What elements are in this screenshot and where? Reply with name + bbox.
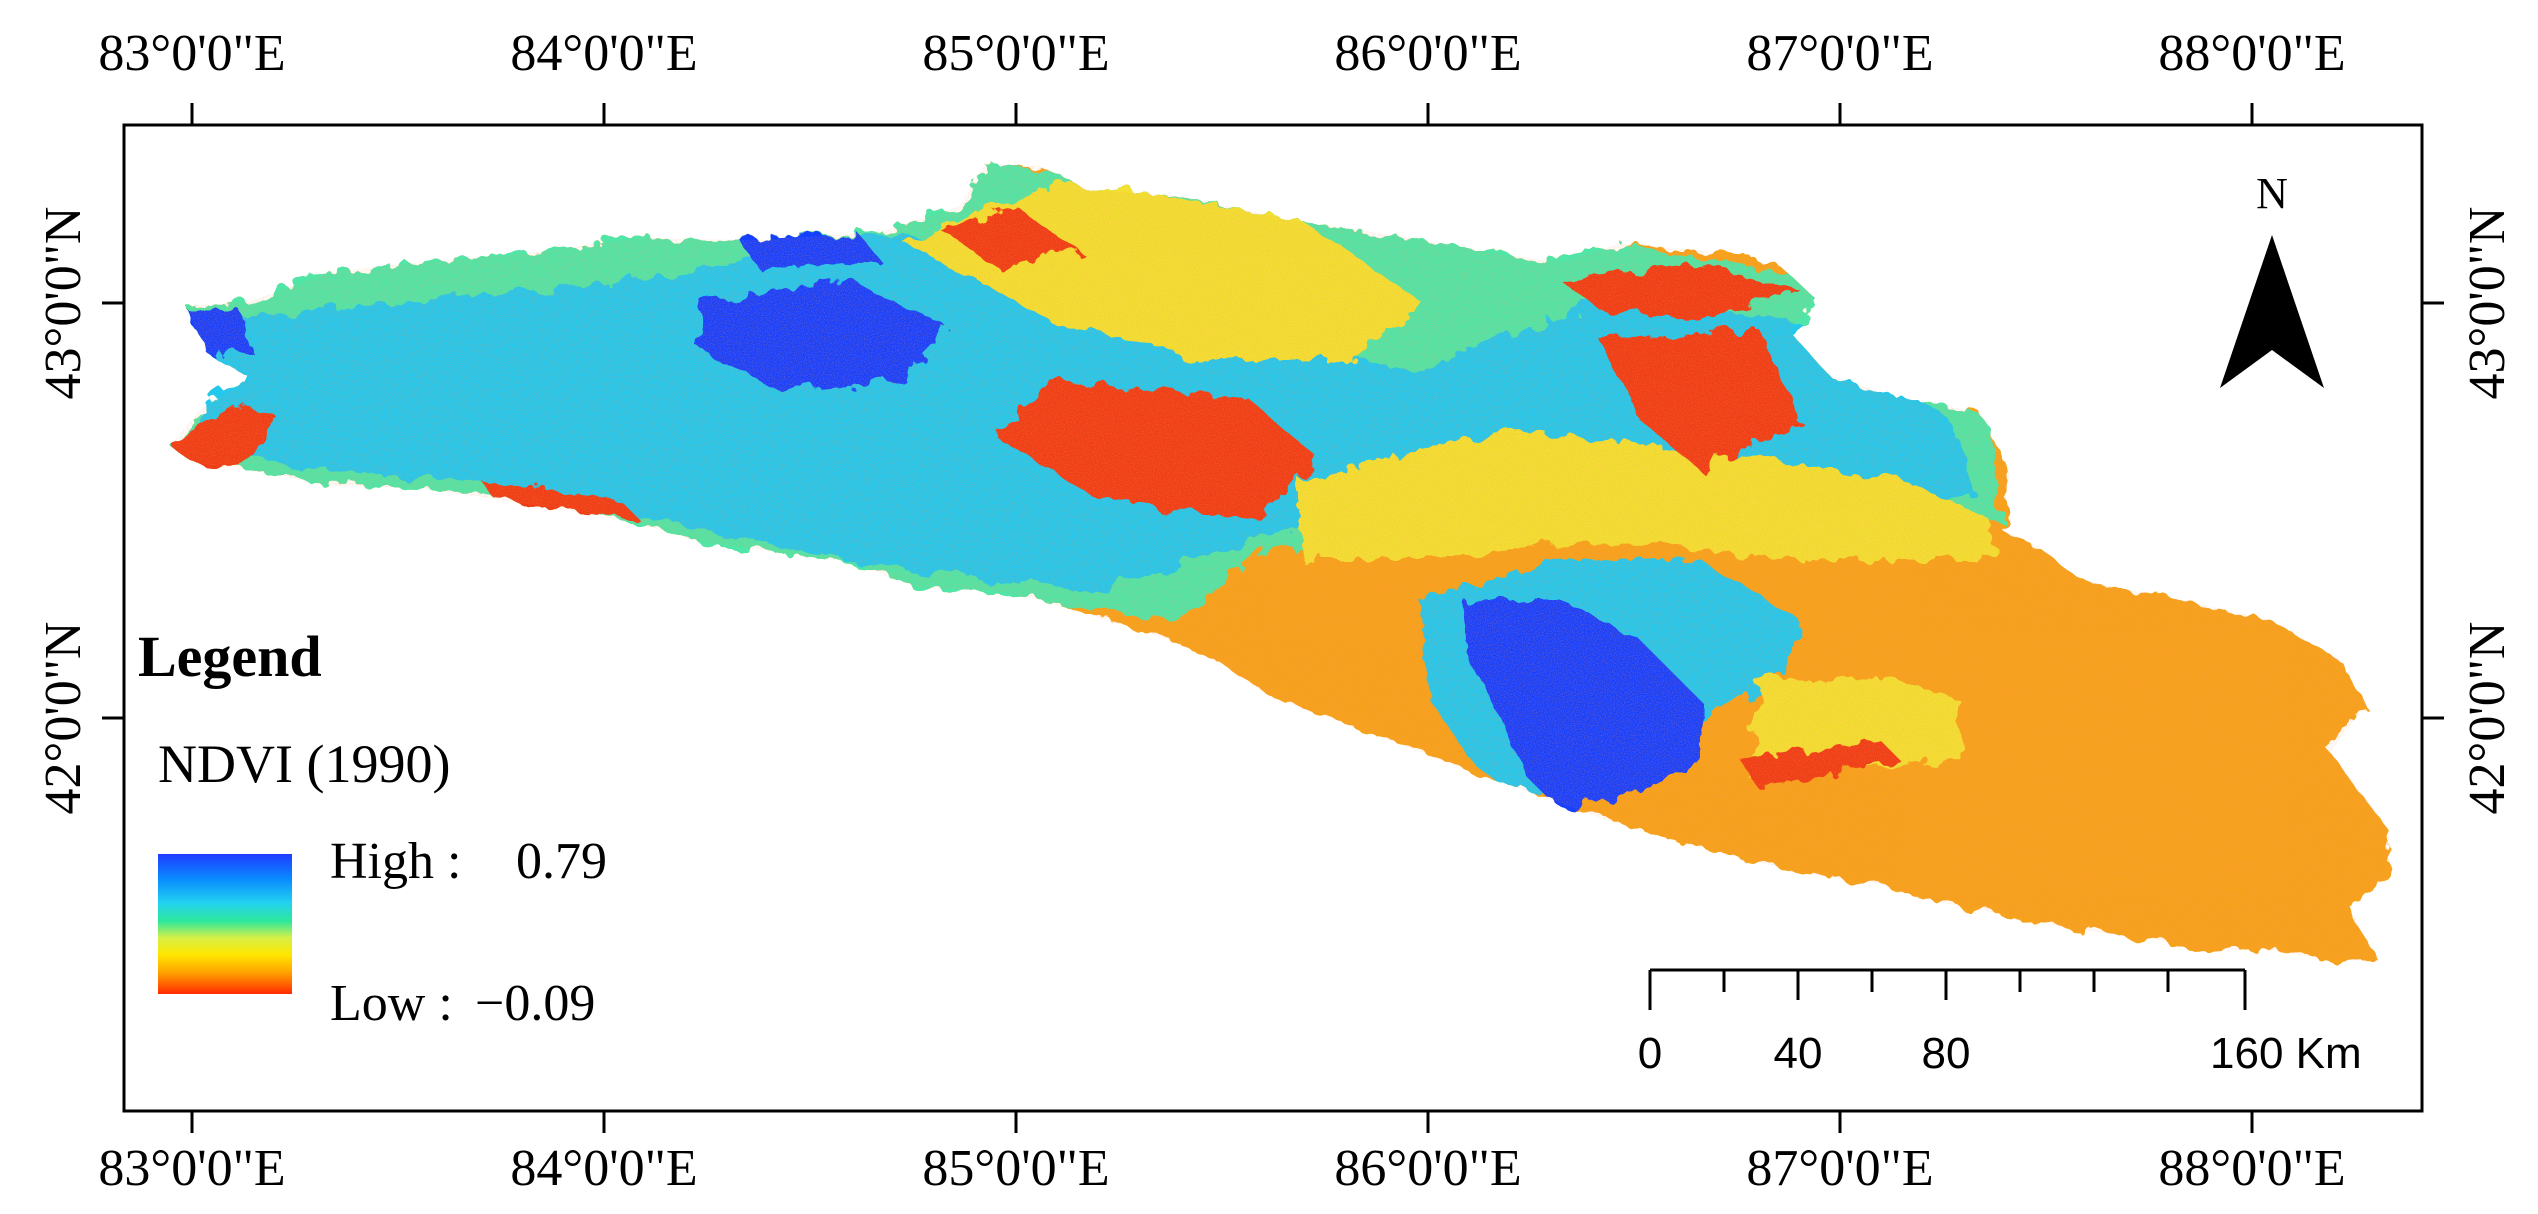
legend-low-value: −0.09 xyxy=(475,975,595,1032)
bottom-label-88: 88°0'0"E xyxy=(2158,1140,2345,1197)
scale-label-40: 40 xyxy=(1774,1029,1823,1078)
legend-color-ramp xyxy=(158,854,292,994)
right-label-43: 43°0'0"N xyxy=(2459,207,2516,400)
legend: Legend NDVI (1990) High : 0.79 Low : −0.… xyxy=(138,624,607,1032)
top-label-85: 85°0'0"E xyxy=(922,25,1109,82)
bottom-label-83: 83°0'0"E xyxy=(98,1140,285,1197)
bottom-label-84: 84°0'0"E xyxy=(510,1140,697,1197)
legend-high-value: 0.79 xyxy=(516,833,607,890)
legend-layer-name: NDVI (1990) xyxy=(158,734,450,794)
top-label-84: 84°0'0"E xyxy=(510,25,697,82)
right-latitude-labels: 43°0'0"N 42°0'0"N xyxy=(2459,207,2516,815)
right-label-42: 42°0'0"N xyxy=(2459,622,2516,815)
scale-bar xyxy=(1648,968,2247,1010)
scale-label-80: 80 xyxy=(1922,1029,1971,1078)
bottom-longitude-labels: 83°0'0"E 84°0'0"E 85°0'0"E 86°0'0"E 87°0… xyxy=(98,1140,2345,1197)
top-label-83: 83°0'0"E xyxy=(98,25,285,82)
top-label-86: 86°0'0"E xyxy=(1334,25,1521,82)
scale-label-160: 160 Km xyxy=(2210,1029,2362,1078)
legend-high-label: High : xyxy=(330,833,461,890)
top-longitude-labels: 83°0'0"E 84°0'0"E 85°0'0"E 86°0'0"E 87°0… xyxy=(98,25,2345,82)
top-label-87: 87°0'0"E xyxy=(1746,25,1933,82)
left-latitude-labels: 43°0'0"N 42°0'0"N xyxy=(35,207,92,815)
scale-label-0: 0 xyxy=(1638,1029,1662,1078)
scale-bar-labels: 0 40 80 160 Km xyxy=(1638,1029,2362,1078)
left-label-43: 43°0'0"N xyxy=(35,207,92,400)
left-label-42: 42°0'0"N xyxy=(35,622,92,815)
bottom-label-85: 85°0'0"E xyxy=(922,1140,1109,1197)
bottom-label-87: 87°0'0"E xyxy=(1746,1140,1933,1197)
bottom-label-86: 86°0'0"E xyxy=(1334,1140,1521,1197)
top-label-88: 88°0'0"E xyxy=(2158,25,2345,82)
north-arrow: N xyxy=(2220,169,2324,388)
legend-title: Legend xyxy=(138,624,322,689)
frame-ticks xyxy=(102,103,2444,1133)
legend-low-label: Low : xyxy=(330,975,453,1032)
north-label: N xyxy=(2256,169,2288,218)
north-arrow-icon xyxy=(2220,235,2324,388)
